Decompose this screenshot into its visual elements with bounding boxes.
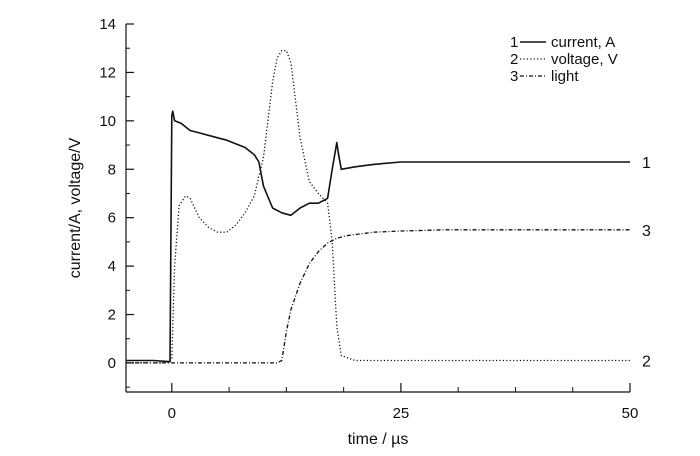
y-axis-title: current/A, voltage/V (67, 137, 84, 278)
y-tick-label: 8 (108, 161, 116, 178)
y-tick-label: 4 (108, 258, 116, 275)
x-tick-label: 25 (393, 405, 410, 422)
x-tick-label: 0 (168, 405, 176, 422)
series-line-3 (126, 229, 630, 364)
plot-area: 123 (126, 49, 651, 371)
series-end-label-1: 1 (642, 155, 651, 172)
legend-number-1: 1 (510, 34, 518, 51)
y-tick-label: 12 (99, 64, 116, 81)
legend-label-2: voltage, V (551, 51, 618, 68)
x-axis-title: time / µs (348, 431, 409, 448)
y-tick-label: 0 (108, 355, 116, 372)
series-line-1 (126, 110, 630, 363)
legend-number-3: 3 (510, 68, 518, 85)
y-tick-label: 6 (108, 210, 116, 227)
series-line-2 (126, 49, 630, 364)
y-tick-label: 14 (99, 16, 116, 33)
series-end-label-3: 3 (642, 223, 651, 240)
y-tick-label: 10 (99, 113, 116, 130)
series-end-label-2: 2 (642, 354, 651, 371)
y-tick-label: 2 (108, 307, 116, 324)
legend-label-1: current, A (551, 34, 615, 51)
legend-number-2: 2 (510, 51, 518, 68)
legend: 1 current, A 2 voltage, V 3 light (510, 34, 618, 85)
legend-label-3: light (551, 68, 579, 85)
x-tick-label: 50 (622, 405, 639, 422)
